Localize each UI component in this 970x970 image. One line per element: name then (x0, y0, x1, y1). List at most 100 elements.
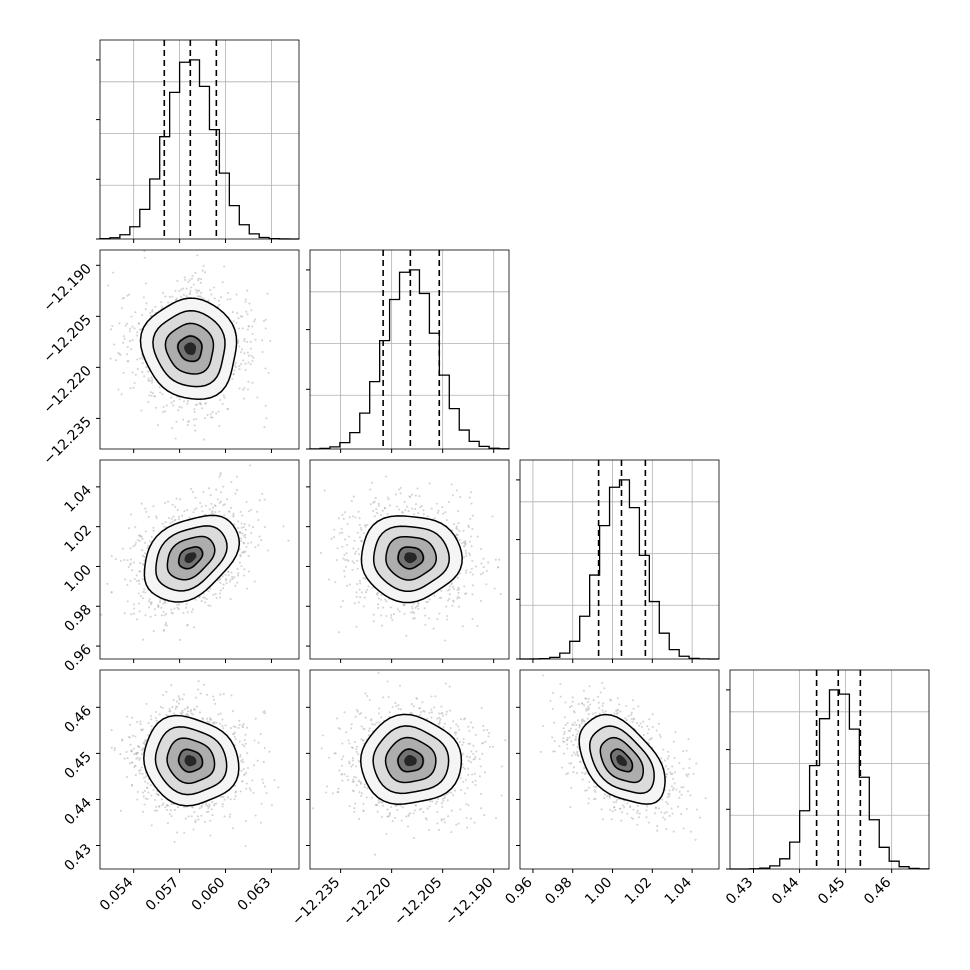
scatter-point (185, 624, 189, 627)
scatter-point (422, 513, 425, 516)
scatter-point (417, 602, 420, 605)
scatter-point (465, 802, 468, 806)
scatter-point (126, 715, 129, 718)
scatter-point (162, 610, 165, 613)
scatter-point (462, 529, 465, 532)
scatter-point (437, 509, 440, 512)
scatter-point (241, 514, 244, 517)
scatter-point (233, 369, 236, 372)
scatter-point (209, 413, 212, 416)
scatter-point (168, 710, 171, 713)
scatter-point (246, 351, 249, 354)
scatter-point (150, 381, 154, 384)
scatter-point (150, 394, 153, 397)
scatter-point (177, 608, 180, 611)
scatter-point (342, 557, 345, 560)
scatter-point (238, 740, 241, 743)
scatter-point (364, 591, 368, 594)
scatter-point (197, 688, 200, 691)
scatter-point (114, 558, 117, 561)
scatter-point (234, 725, 237, 728)
scatter-point (203, 596, 206, 599)
scatter-point (251, 325, 254, 328)
scatter-point (426, 807, 429, 810)
scatter-point (380, 624, 384, 627)
scatter-point (246, 587, 249, 590)
scatter-point (458, 728, 461, 731)
histogram-panel-0 (96, 39, 300, 243)
scatter-point (217, 713, 220, 716)
scatter-point (150, 718, 153, 721)
scatter-point (359, 582, 362, 585)
scatter-point (190, 610, 193, 613)
scatter-point (430, 507, 433, 510)
scatter-point (347, 559, 350, 563)
scatter-point (207, 810, 210, 813)
scatter-point (244, 819, 247, 823)
scatter-point (199, 501, 202, 504)
scatter-point (356, 582, 359, 586)
scatter-point (391, 619, 394, 622)
scatter-point (165, 804, 168, 807)
scatter-point (182, 293, 186, 296)
scatter-point (149, 391, 153, 394)
scatter-point (162, 405, 165, 409)
scatter-panel-frame (99, 249, 300, 450)
scatter-point (227, 574, 230, 577)
scatter-point (237, 572, 240, 575)
scatter-point (268, 750, 271, 753)
scatter-point (388, 504, 392, 507)
scatter-point (369, 503, 372, 506)
scatter-point (169, 809, 172, 812)
scatter-point (411, 507, 414, 510)
scatter-point (176, 606, 179, 609)
scatter-point (203, 683, 206, 686)
scatter-point (237, 339, 240, 342)
scatter-point (409, 496, 412, 499)
scatter-point (149, 379, 152, 382)
scatter-point (387, 498, 390, 501)
scatter-point (191, 491, 194, 494)
scatter-point (133, 327, 136, 330)
scatter-point (410, 703, 413, 706)
scatter-point (434, 695, 437, 698)
scatter-point (236, 312, 239, 315)
scatter-point (204, 402, 207, 405)
scatter-point (165, 624, 168, 627)
scatter-point (158, 805, 161, 808)
scatter-point (139, 562, 142, 565)
scatter-point (121, 738, 124, 741)
scatter-point (211, 801, 214, 804)
scatter-point (237, 726, 240, 729)
scatter-point (389, 606, 392, 609)
scatter-point (238, 561, 241, 564)
scatter-point (246, 289, 249, 292)
scatter-point (469, 742, 472, 745)
scatter-point (196, 289, 200, 292)
scatter-point (219, 693, 222, 696)
scatter-point (146, 370, 150, 373)
scatter-point (170, 802, 173, 806)
scatter-point (114, 359, 117, 362)
scatter-point (342, 755, 345, 758)
scatter-point (205, 598, 208, 601)
scatter-point (133, 607, 136, 610)
scatter-point (123, 757, 126, 760)
scatter-point (374, 497, 377, 500)
scatter-point (426, 717, 429, 720)
scatter-point (457, 605, 460, 608)
scatter-point (191, 274, 194, 277)
scatter-point (250, 508, 253, 511)
scatter-point (438, 612, 441, 615)
scatter-point (129, 547, 132, 550)
scatter-point (122, 371, 125, 374)
scatter-point (178, 498, 182, 501)
scatter-point (149, 311, 152, 314)
scatter-point (357, 548, 360, 551)
scatter-point (239, 790, 242, 793)
scatter-point (380, 716, 383, 719)
scatter-point (219, 472, 222, 475)
scatter-point (474, 565, 478, 568)
scatter-point (356, 559, 359, 562)
scatter-point (371, 586, 374, 589)
